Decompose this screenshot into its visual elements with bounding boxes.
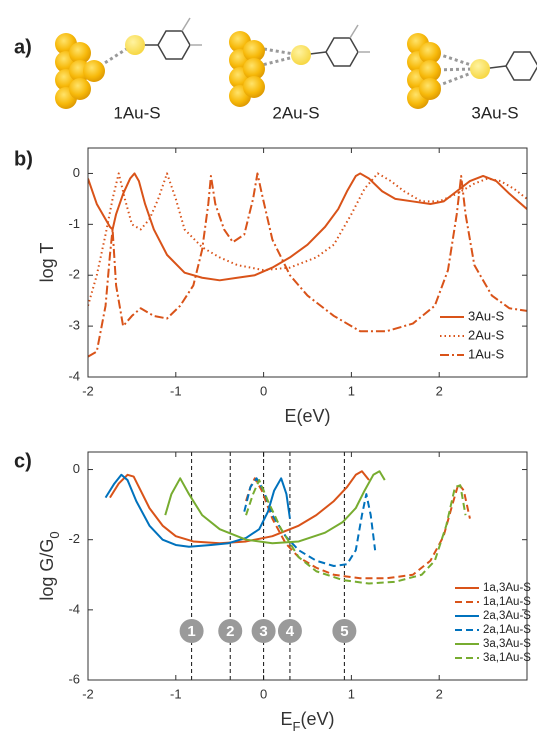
axis-label: EF(eV) xyxy=(281,709,335,734)
data-line xyxy=(88,172,527,307)
y-tick-label: 0 xyxy=(73,165,80,180)
marker-badge xyxy=(179,619,204,643)
legend-label: 3a,1Au-S xyxy=(483,652,531,664)
y-tick-label: -3 xyxy=(68,318,80,333)
x-tick-label: -2 xyxy=(82,686,94,701)
legend-label: 1Au-S xyxy=(468,346,504,361)
plot-area xyxy=(88,172,527,358)
marker-badge xyxy=(251,619,276,643)
marker-label: 4 xyxy=(286,623,295,640)
marker-label: 5 xyxy=(340,623,348,640)
x-tick-label: -1 xyxy=(170,686,182,701)
legend-label: 2Au-S xyxy=(468,327,504,342)
marker-badge xyxy=(218,619,243,643)
marker-label: 2 xyxy=(226,623,234,640)
axis-label-subscript: F xyxy=(293,719,301,734)
legend-label: 3a,3Au-S xyxy=(483,638,531,650)
y-tick-label: -2 xyxy=(68,267,80,282)
plot-area xyxy=(104,452,471,680)
x-tick-label: 0 xyxy=(260,383,267,398)
axis-label: log T xyxy=(37,243,57,283)
data-line xyxy=(164,470,386,545)
axis-label-text: E xyxy=(281,709,293,729)
marker-badge xyxy=(332,619,357,643)
axis-label-subscript: 0 xyxy=(47,531,62,538)
y-tick-label: 0 xyxy=(73,461,80,476)
y-tick-label: -2 xyxy=(68,531,80,546)
y-tick-label: -4 xyxy=(68,601,80,616)
structure-2au-s xyxy=(229,24,370,107)
data-line xyxy=(109,470,370,545)
structure-label: 1Au-S xyxy=(113,103,160,122)
y-tick-label: -6 xyxy=(68,671,80,686)
structure-label: 3Au-S xyxy=(471,103,518,122)
x-tick-label: -2 xyxy=(82,383,94,398)
axes-box xyxy=(87,147,528,378)
marker-badge xyxy=(277,619,302,643)
axis-label-suffix: (eV) xyxy=(300,709,334,729)
legend-label: 2a,1Au-S xyxy=(483,624,531,636)
data-line xyxy=(245,477,471,580)
legend-label: 1a,3Au-S xyxy=(483,582,531,594)
data-line xyxy=(104,473,291,548)
data-line xyxy=(245,479,467,585)
x-tick-label: 2 xyxy=(436,686,443,701)
structure-1au-s xyxy=(55,17,202,109)
axis-label: E(eV) xyxy=(284,406,330,426)
legend-label: 2a,3Au-S xyxy=(483,610,531,622)
y-tick-label: -4 xyxy=(68,368,80,383)
panel-label: a) xyxy=(14,36,32,58)
axes-box xyxy=(87,451,528,681)
legend-label: 1a,1Au-S xyxy=(483,596,531,608)
legend-label: 3Au-S xyxy=(468,308,504,323)
data-line xyxy=(88,172,527,282)
marker-label: 3 xyxy=(259,623,267,640)
panel-label: c) xyxy=(14,450,32,472)
x-tick-label: 1 xyxy=(348,686,355,701)
axis-label: log G/G0 xyxy=(37,531,62,600)
y-tick-label: -1 xyxy=(68,216,80,231)
x-tick-label: 2 xyxy=(436,383,443,398)
panel-label: b) xyxy=(14,148,33,170)
x-tick-label: 1 xyxy=(348,383,355,398)
structure-3au-s xyxy=(407,33,537,109)
structure-label: 2Au-S xyxy=(272,103,319,122)
data-line xyxy=(88,172,527,358)
axis-label-text: log G/G xyxy=(37,539,57,601)
marker-label: 1 xyxy=(187,623,195,640)
x-tick-label: 0 xyxy=(260,686,267,701)
x-tick-label: -1 xyxy=(170,383,182,398)
